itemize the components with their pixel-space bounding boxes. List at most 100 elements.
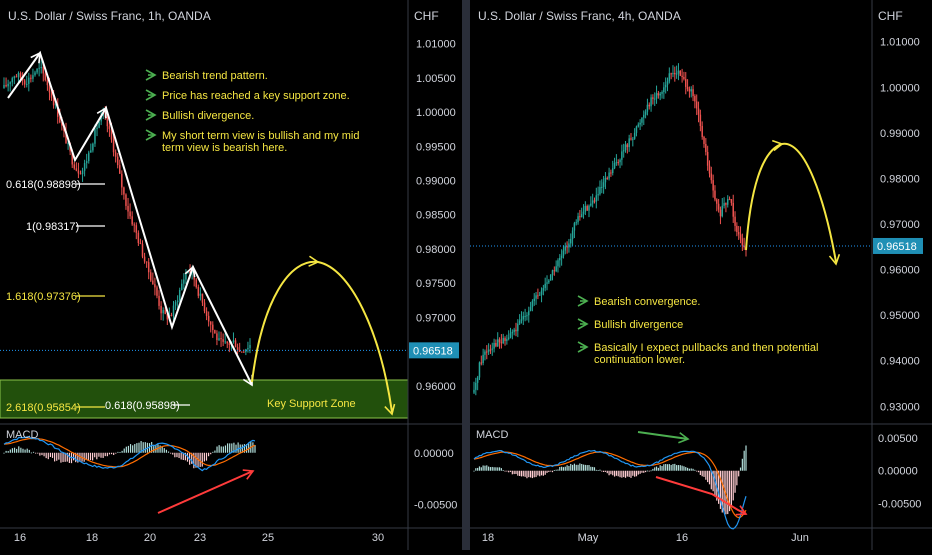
candle-body [705, 143, 707, 152]
macd-histogram-bar [712, 470, 714, 492]
macd-histogram-bar [508, 470, 510, 473]
candle-body [25, 83, 28, 85]
candle-body [205, 311, 208, 316]
candle-body [40, 67, 42, 69]
macd-histogram-bar [7, 451, 9, 453]
macd-histogram-bar [535, 470, 537, 478]
macd-histogram-bar [626, 470, 628, 477]
candle-body [562, 250, 565, 256]
macd-histogram-bar [136, 443, 138, 453]
macd-histogram-bar [106, 452, 108, 457]
macd-histogram-bar [20, 447, 22, 453]
macd-histogram-bar [167, 451, 170, 453]
macd-histogram-bar [714, 470, 716, 497]
chart-panel-1h[interactable]: U.S. Dollar / Swiss Franc, 1h, OANDA CHF 1… [0, 0, 462, 550]
price-tick-label: 1.01000 [416, 39, 456, 51]
candle-body [131, 216, 133, 225]
chart-panel-4h[interactable]: U.S. Dollar / Swiss Franc, 4h, OANDA CHF 1… [470, 0, 932, 550]
macd-histogram-bar [182, 452, 184, 460]
candle-body [734, 216, 736, 226]
candle-body [606, 177, 609, 179]
candle-body [728, 199, 731, 201]
macd-histogram-bar [37, 452, 39, 454]
candle-body [150, 272, 152, 281]
macd-histogram-bar [655, 466, 658, 471]
candle-body [160, 305, 162, 314]
candle-body [515, 329, 517, 332]
macd-histogram-bar [16, 448, 18, 453]
candle-body [622, 150, 625, 152]
macd-histogram-bar [216, 446, 218, 453]
candle-body [23, 80, 26, 85]
macd-histogram-bar [488, 466, 490, 471]
macd-histogram-bar [570, 463, 572, 471]
macd-histogram-bar [588, 465, 590, 471]
panel-divider[interactable] [462, 0, 470, 550]
macd-histogram-bar [110, 452, 113, 455]
candle-body [588, 205, 590, 211]
macd-histogram-bar [478, 466, 481, 471]
date-tick-label: 25 [262, 532, 274, 544]
macd-histogram-bar [592, 466, 594, 471]
macd-histogram-bar [191, 452, 193, 464]
projection-arrowhead [384, 403, 396, 416]
macd-histogram-bar [670, 464, 672, 471]
candle-body [706, 151, 709, 166]
macd-histogram-bar [546, 470, 548, 473]
divergence-arrowhead [242, 469, 255, 480]
candle-body [520, 319, 523, 321]
date-tick-label: 18 [482, 532, 494, 544]
candle-body [495, 342, 497, 347]
candle-body [703, 136, 705, 144]
macd-histogram-bar [207, 452, 210, 457]
candle-body [141, 243, 144, 257]
candle-body [30, 77, 32, 79]
macd-histogram-bar [229, 443, 231, 453]
macd-histogram-bar [212, 451, 214, 453]
macd-histogram-bar [486, 465, 488, 471]
macd-histogram-bar [473, 470, 475, 472]
candle-body [486, 351, 488, 353]
macd-histogram-bar [584, 464, 586, 471]
macd-histogram-bar [506, 470, 508, 472]
macd-histogram-bar [51, 452, 54, 458]
macd-histogram-bar [184, 452, 186, 461]
candle-body [672, 73, 674, 75]
macd-histogram-bar [663, 464, 665, 471]
price-tick-label: 1.00500 [416, 73, 456, 85]
fib-level-label: 1(0.98317) [26, 221, 79, 233]
current-price-tag [873, 237, 923, 254]
macd-histogram-bar [612, 470, 614, 476]
macd-histogram-bar [652, 468, 654, 471]
macd-histogram-bar [533, 470, 535, 478]
candle-body [739, 234, 742, 239]
candle-body [496, 339, 499, 347]
candle-body [553, 270, 556, 272]
candle-body [249, 345, 251, 349]
candle-body [500, 342, 503, 344]
macd-histogram-bar [686, 467, 689, 471]
macd-tick-label: -0.00500 [878, 499, 921, 511]
chart-4h-svg[interactable]: U.S. Dollar / Swiss Franc, 4h, OANDA CHF 1… [470, 0, 932, 550]
macd-histogram-bar [214, 450, 216, 453]
macd-histogram-bar [493, 467, 495, 471]
macd-histogram-bar [586, 465, 588, 471]
candle-body [591, 200, 594, 204]
macd-histogram-bar [628, 470, 630, 477]
macd-histogram-bar [529, 470, 532, 478]
candle-body [65, 130, 67, 144]
candle-body [717, 203, 720, 210]
macd-histogram-bar [491, 466, 493, 471]
macd-histogram-bar [56, 452, 58, 461]
candle-body [212, 324, 214, 331]
candle-body [732, 202, 734, 217]
candle-body [511, 331, 514, 334]
macd-histogram-bar [35, 452, 37, 454]
macd-histogram-bar [117, 451, 119, 453]
candle-body [659, 93, 661, 96]
macd-histogram-bar [178, 452, 180, 459]
candle-body [56, 104, 59, 117]
macd-histogram-bar [163, 448, 165, 453]
chart-1h-svg[interactable]: U.S. Dollar / Swiss Franc, 1h, OANDA CHF 1… [0, 0, 462, 550]
macd-histogram-bar [64, 452, 66, 462]
